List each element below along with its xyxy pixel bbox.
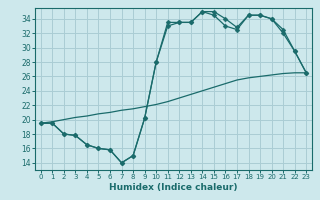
X-axis label: Humidex (Indice chaleur): Humidex (Indice chaleur): [109, 183, 238, 192]
